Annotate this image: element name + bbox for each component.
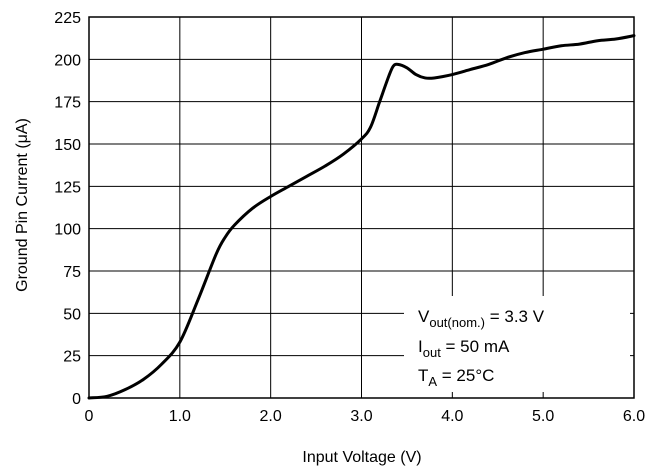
ta-subscript: A <box>428 374 437 389</box>
ta-symbol: T <box>418 366 428 385</box>
y-tick-label: 175 <box>54 95 81 112</box>
y-tick-label: 75 <box>63 264 81 281</box>
annotation-iout: Iout = 50 mA <box>418 337 510 360</box>
x-axis-label: Input Voltage (V) <box>302 449 421 466</box>
ta-value: = 25°C <box>437 366 494 385</box>
x-tick-label: 4.0 <box>441 408 463 425</box>
y-tick-label: 100 <box>54 222 81 239</box>
y-tick-label: 25 <box>63 349 81 366</box>
y-tick-label: 50 <box>63 306 81 323</box>
plot-area-frame <box>88 16 635 399</box>
grid-lines <box>89 17 634 398</box>
y-axis-label: Ground Pin Current (μA) <box>14 118 31 292</box>
y-tick-label: 0 <box>72 391 81 408</box>
x-tick-label: 0 <box>85 408 94 425</box>
x-tick-label: 5.0 <box>532 408 554 425</box>
y-axis-ticks: 0 25 50 75 100 125 150 175 200 225 <box>54 10 81 408</box>
vout-symbol: V <box>418 307 430 326</box>
y-tick-label: 200 <box>54 52 81 69</box>
y-tick-label: 125 <box>54 179 81 196</box>
vout-subscript: out(nom.) <box>429 315 485 330</box>
x-tick-label: 3.0 <box>350 408 372 425</box>
iout-value: = 50 mA <box>441 337 510 356</box>
annotation-ta: TA = 25°C <box>418 366 494 389</box>
series-line-ground-current <box>87 34 636 400</box>
annotation-vout: Vout(nom.) = 3.3 V <box>418 307 545 330</box>
iout-subscript: out <box>423 345 441 360</box>
x-tick-label: 2.0 <box>260 408 282 425</box>
annotation-box <box>404 296 630 392</box>
vout-value: = 3.3 V <box>485 307 545 326</box>
y-tick-label: 225 <box>54 10 81 27</box>
x-tick-label: 6.0 <box>623 408 645 425</box>
x-axis-ticks: 0 1.0 2.0 3.0 4.0 5.0 6.0 <box>85 408 646 425</box>
x-tick-label: 1.0 <box>169 408 191 425</box>
y-tick-label: 150 <box>54 137 81 154</box>
iout-symbol: I <box>418 337 423 356</box>
